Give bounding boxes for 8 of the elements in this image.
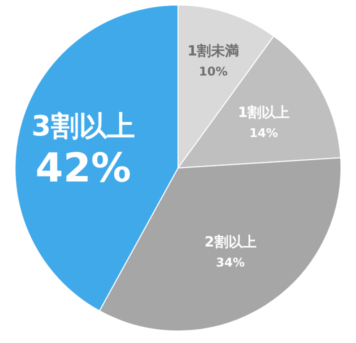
slice-label: 1割以上: [238, 104, 290, 121]
slice-label: 2割以上: [204, 234, 256, 251]
data-label: 14%: [249, 126, 278, 140]
slice-label: 1割未満: [187, 42, 240, 60]
slice-label: 3割以上: [32, 110, 136, 143]
data-label: 42%: [35, 146, 132, 192]
data-label: 10%: [198, 64, 228, 78]
data-label: 34%: [216, 256, 245, 270]
